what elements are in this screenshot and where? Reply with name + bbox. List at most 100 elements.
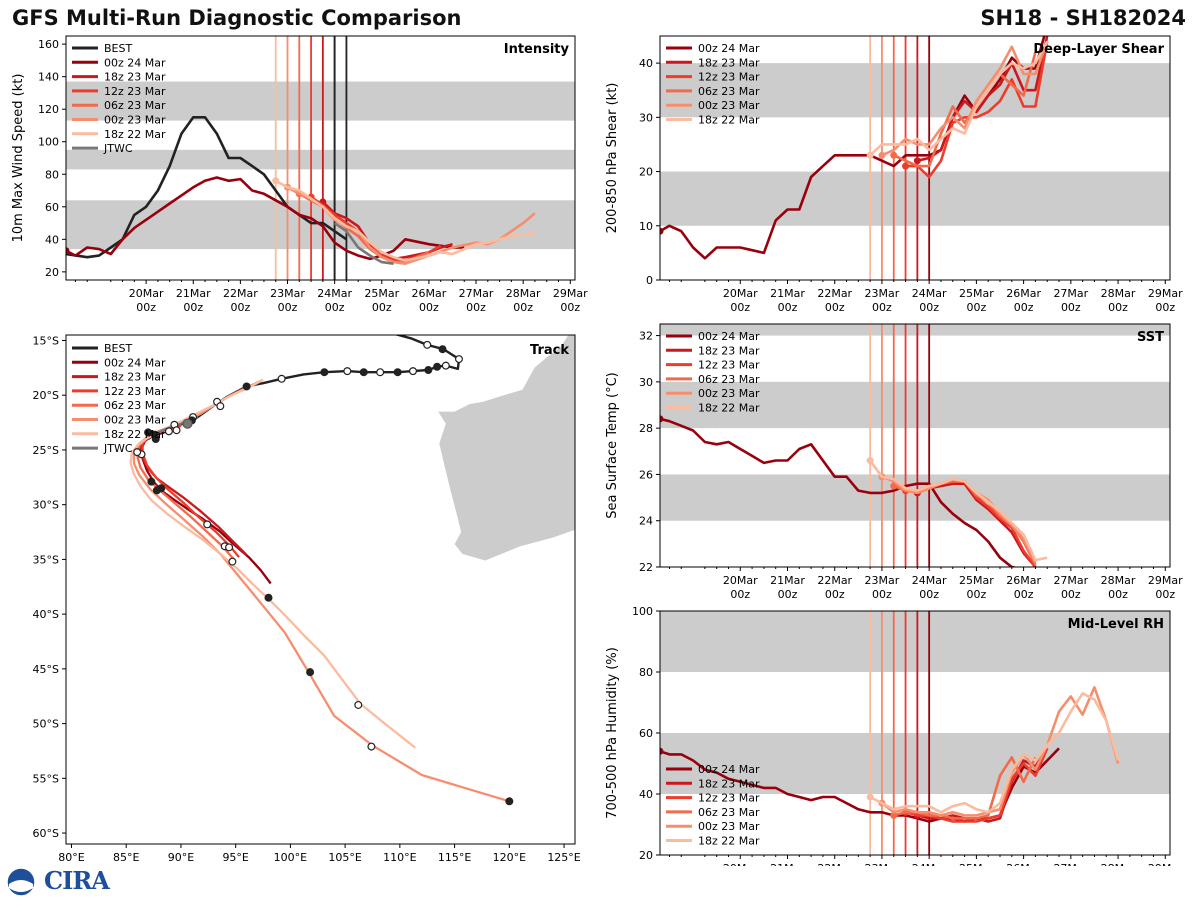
x-tick-label: 28Mar — [1101, 287, 1136, 300]
track-marker — [203, 520, 212, 529]
plot-area — [660, 324, 1170, 567]
map-area — [129, 335, 575, 806]
x-tick-label: 00z — [730, 301, 750, 314]
shaded-band — [660, 381, 1170, 429]
x-tick-label: 23Mar — [865, 862, 900, 866]
series-line — [869, 40, 1049, 157]
plot-area — [660, 36, 1170, 280]
x-tick-label: 00z — [872, 588, 892, 601]
track-marker — [393, 368, 402, 377]
x-tick-label: 85°E — [113, 851, 139, 864]
plot-area — [660, 611, 1170, 855]
y-tick-label: 60 — [639, 727, 653, 740]
x-tick-label: 21Mar — [770, 287, 805, 300]
legend-label: 00z 23 Mar — [104, 414, 166, 427]
x-tick-label: 20Mar — [723, 287, 758, 300]
axes-frame — [65, 35, 576, 281]
chart-rh: 2040608010020Mar00z21Mar00z22Mar00z23Mar… — [605, 605, 1183, 866]
y-tick-label: 60 — [45, 201, 59, 214]
track-marker — [505, 797, 514, 806]
series-line — [660, 36, 1046, 260]
y-tick-label: 22 — [639, 561, 653, 574]
x-tick-label: 23Mar — [865, 287, 900, 300]
y-tick-label: 32 — [639, 330, 653, 343]
y-tick-label: 40 — [639, 57, 653, 70]
legend-label: 00z 24 Mar — [104, 56, 166, 69]
track-marker — [441, 361, 450, 370]
chart-shear: 01020304020Mar00z21Mar00z22Mar00z23Mar00… — [605, 35, 1183, 314]
x-tick-label: 00z — [419, 301, 439, 314]
panel-title: Track — [530, 343, 569, 358]
page-title: GFS Multi-Run Diagnostic Comparison — [12, 6, 462, 30]
panel-title: Intensity — [504, 42, 570, 57]
series-line — [869, 459, 1048, 562]
track-marker — [433, 362, 442, 371]
track-marker — [277, 374, 286, 383]
legend-label: 00z 23 Mar — [104, 114, 166, 127]
legend-label: BEST — [104, 42, 132, 55]
track-marker — [242, 382, 251, 391]
legend-label: 06z 23 Mar — [698, 85, 760, 98]
cira-logo-text: CIRA — [44, 866, 110, 895]
x-tick-label: 100°E — [274, 851, 307, 864]
legend-label: 12z 23 Mar — [104, 385, 166, 398]
panel-title: SST — [1137, 330, 1164, 345]
diagnostic-figure: 2040608010012014016020Mar00z21Mar00z22Ma… — [11, 35, 1183, 866]
x-tick-label: 27Mar — [1053, 574, 1088, 587]
x-tick-label: 20Mar — [129, 287, 164, 300]
x-tick-label: 00z — [466, 301, 486, 314]
x-tick-label: 00z — [778, 301, 798, 314]
series-line — [893, 51, 1037, 168]
chart-intensity: 2040608010012014016020Mar00z21Mar00z22Ma… — [11, 35, 588, 314]
x-tick-label: 00z — [1155, 588, 1175, 601]
y-tick-label: 40 — [639, 788, 653, 801]
legend-label: 12z 23 Mar — [104, 85, 166, 98]
y-tick-label: 120 — [38, 103, 59, 116]
x-tick-label: 00z — [372, 301, 392, 314]
x-tick-label: 22Mar — [817, 287, 852, 300]
y-tick-label: 0 — [646, 274, 653, 287]
track-marker — [133, 448, 142, 457]
x-tick-label: 28Mar — [1101, 574, 1136, 587]
y-tick-label: 40°S — [33, 608, 59, 621]
axes-frame — [659, 323, 1171, 568]
series-start-marker — [866, 151, 874, 159]
shaded-band — [660, 611, 1170, 672]
shaded-band — [660, 171, 1170, 226]
y-tick-label: 28 — [639, 422, 653, 435]
x-tick-label: 20Mar — [723, 862, 758, 866]
x-tick-label: 26Mar — [1006, 862, 1041, 866]
legend-label: 06z 23 Mar — [104, 399, 166, 412]
x-tick-label: 22Mar — [817, 574, 852, 587]
x-tick-label: 29Mar — [1148, 287, 1183, 300]
series-start-marker — [660, 227, 664, 235]
series-line — [660, 417, 1019, 567]
x-tick-label: 00z — [560, 301, 580, 314]
legend-label: 18z 22 Mar — [698, 402, 760, 415]
track-marker — [376, 368, 385, 377]
chart-track: 15°S 20°S 25°S 30°S 35°S 40°S 45°S 50°S 55°S 60°S… — [33, 334, 581, 864]
track-line — [129, 378, 416, 749]
x-tick-label: 25Mar — [364, 287, 399, 300]
y-tick-label: 40 — [45, 233, 59, 246]
x-tick-label: 24Mar — [912, 574, 947, 587]
x-tick-label: 29Mar — [553, 287, 588, 300]
y-tick-label: 26 — [639, 468, 653, 481]
shaded-band — [660, 324, 1170, 336]
track-marker — [182, 418, 193, 429]
legend-label: 18z 23 Mar — [104, 71, 166, 84]
y-tick-label: 80 — [45, 168, 59, 181]
series-line — [905, 41, 1049, 179]
x-tick-label: 22Mar — [223, 287, 258, 300]
legend-label: 00z 24 Mar — [104, 356, 166, 369]
y-tick-label: 20 — [639, 166, 653, 179]
y-tick-label: 20 — [639, 849, 653, 862]
track-marker — [367, 742, 376, 751]
track-marker — [423, 340, 432, 349]
series-start-marker — [866, 793, 874, 801]
x-tick-label: 00z — [513, 301, 533, 314]
storm-id: SH18 - SH182024 — [980, 6, 1186, 30]
y-tick-label: 60°S — [33, 827, 59, 840]
series-start-marker — [272, 177, 280, 185]
x-tick-label: 25Mar — [959, 862, 994, 866]
